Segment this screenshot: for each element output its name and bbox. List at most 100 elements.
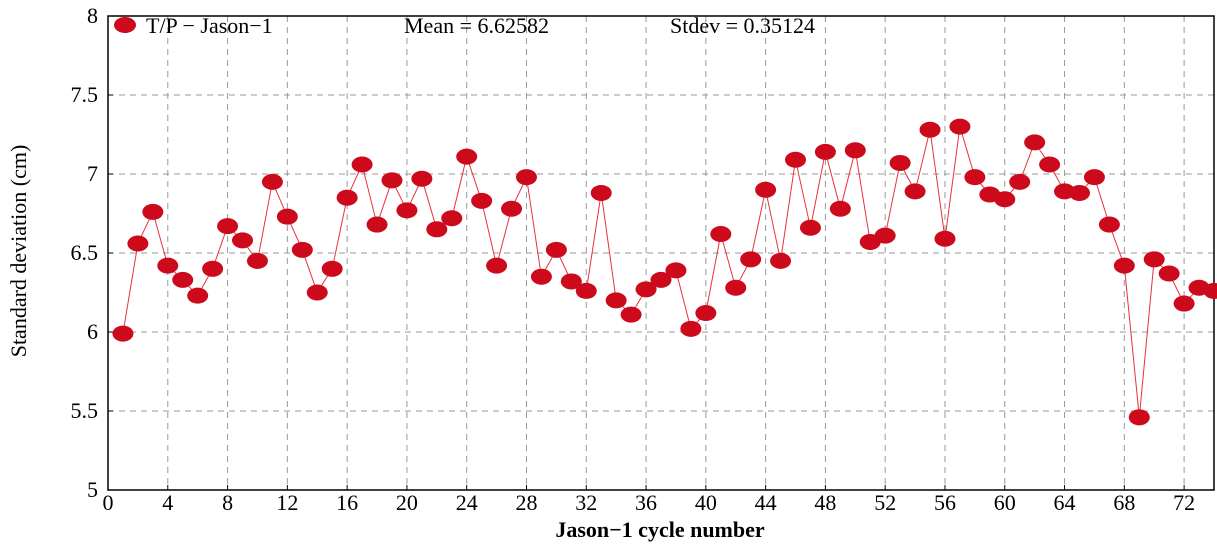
data-point <box>292 242 313 258</box>
y-axis-title: Standard deviation (cm) <box>6 145 31 358</box>
y-tick-label: 7 <box>87 161 98 186</box>
x-tick-label: 52 <box>874 490 896 515</box>
data-point <box>367 217 388 233</box>
y-tick-label: 6 <box>87 319 98 344</box>
data-point <box>232 232 253 248</box>
data-point <box>411 171 432 187</box>
grid <box>108 16 1214 490</box>
data-point <box>157 258 178 274</box>
x-tick-label: 24 <box>456 490 478 515</box>
data-point <box>337 190 358 206</box>
data-point <box>441 210 462 226</box>
data-point <box>217 218 238 234</box>
x-tick-label: 72 <box>1173 490 1195 515</box>
data-point <box>576 283 597 299</box>
data-point <box>307 285 328 301</box>
data-point <box>277 209 298 225</box>
data-point <box>830 201 851 217</box>
data-point <box>934 231 955 247</box>
data-point <box>621 307 642 323</box>
data-point <box>471 193 492 209</box>
data-point <box>247 253 268 269</box>
data-point <box>322 261 343 277</box>
x-tick-label: 44 <box>755 490 777 515</box>
data-point <box>262 174 283 190</box>
data-point <box>127 236 148 252</box>
data-point <box>1114 258 1135 274</box>
x-tick-label: 48 <box>814 490 836 515</box>
legend-label: T/P − Jason−1 <box>146 13 273 38</box>
data-point <box>665 262 686 278</box>
data-point <box>1129 409 1150 425</box>
x-tick-label: 40 <box>695 490 717 515</box>
data-point <box>396 202 417 218</box>
data-point <box>112 326 133 342</box>
data-point <box>606 292 627 308</box>
x-tick-label: 12 <box>276 490 298 515</box>
y-tick-label: 5.5 <box>71 398 99 423</box>
data-point <box>680 321 701 337</box>
x-tick-label: 20 <box>396 490 418 515</box>
y-tick-label: 5 <box>87 477 98 502</box>
data-point <box>875 228 896 244</box>
data-point <box>1009 174 1030 190</box>
data-point <box>352 157 373 173</box>
y-tick-label: 7.5 <box>71 82 99 107</box>
x-tick-label: 4 <box>162 490 173 515</box>
data-point <box>1039 157 1060 173</box>
data-point <box>1024 134 1045 150</box>
x-tick-label: 28 <box>515 490 537 515</box>
data-point <box>710 226 731 242</box>
data-point <box>591 185 612 201</box>
x-tick-label: 8 <box>222 490 233 515</box>
x-tick-label: 68 <box>1113 490 1135 515</box>
x-tick-label: 56 <box>934 490 956 515</box>
data-point <box>785 152 806 168</box>
x-axis-title: Jason−1 cycle number <box>555 517 765 542</box>
data-point <box>964 169 985 185</box>
data-point <box>920 122 941 138</box>
x-tick-label: 32 <box>575 490 597 515</box>
data-point <box>1174 296 1195 312</box>
mean-annotation: Mean = 6.62582 <box>404 13 549 38</box>
data-point <box>1069 185 1090 201</box>
data-point <box>1099 217 1120 233</box>
data-point <box>202 261 223 277</box>
data-point <box>949 119 970 135</box>
data-point <box>381 172 402 188</box>
data-point <box>755 182 776 198</box>
series <box>112 119 1217 426</box>
data-point <box>187 288 208 304</box>
x-tick-label: 36 <box>635 490 657 515</box>
data-point <box>456 149 477 165</box>
y-tick-label: 6.5 <box>71 240 99 265</box>
data-point <box>172 272 193 288</box>
data-point <box>770 253 791 269</box>
legend-marker <box>114 17 136 33</box>
data-point <box>486 258 507 274</box>
data-point <box>142 204 163 220</box>
data-point <box>815 144 836 160</box>
data-point <box>1159 266 1180 282</box>
data-point <box>800 220 821 236</box>
data-point <box>501 201 522 217</box>
data-point <box>740 251 761 267</box>
x-tick-label: 0 <box>103 490 114 515</box>
stdev-annotation: Stdev = 0.35124 <box>670 13 815 38</box>
y-tick-label: 8 <box>87 3 98 28</box>
data-point <box>890 155 911 171</box>
data-point <box>695 305 716 321</box>
data-point <box>725 280 746 296</box>
data-point <box>994 191 1015 207</box>
data-point <box>546 242 567 258</box>
x-tick-label: 60 <box>994 490 1016 515</box>
data-point <box>1084 169 1105 185</box>
x-tick-label: 64 <box>1054 490 1076 515</box>
x-tick-label: 16 <box>336 490 358 515</box>
data-point <box>845 142 866 158</box>
data-point <box>531 269 552 285</box>
data-point <box>905 183 926 199</box>
